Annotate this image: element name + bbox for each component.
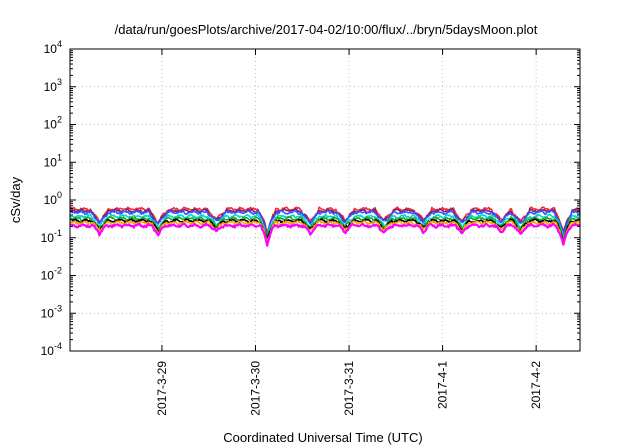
x-tick-label: 2017-3-29 [155, 361, 169, 416]
x-tick-label: 2017-3-31 [342, 361, 356, 416]
x-tick-label: 2017-4-2 [529, 361, 543, 409]
y-tick-label: 103 [44, 77, 62, 94]
y-tick-label: 10-2 [41, 266, 62, 283]
series-line [69, 222, 581, 247]
y-tick-label: 104 [44, 39, 62, 56]
y-tick-label: 101 [44, 152, 62, 169]
y-axis: 10-4 10-3 10-2 10-1 100 101 102 103 104 [41, 39, 580, 358]
y-tick-label: 10-1 [41, 228, 62, 245]
y-axis-label: cSv/day [8, 176, 23, 223]
x-axis-label: Coordinated Universal Time (UTC) [223, 430, 422, 445]
x-axis: 2017-3-29 2017-3-30 2017-3-31 2017-4-1 2017-… [155, 49, 543, 416]
chart-title: /data/run/goesPlots/archive/2017-04-02/1… [115, 22, 538, 37]
y-tick-label: 100 [44, 190, 62, 207]
y-tick-label: 102 [44, 115, 62, 132]
y-tick-label: 10-3 [41, 303, 62, 320]
y-tick-label: 10-4 [41, 341, 62, 358]
x-tick-label: 2017-3-30 [248, 361, 262, 416]
x-tick-label: 2017-4-1 [436, 361, 450, 409]
series-layer [69, 206, 581, 247]
grid [70, 49, 580, 351]
series-line [69, 209, 581, 237]
